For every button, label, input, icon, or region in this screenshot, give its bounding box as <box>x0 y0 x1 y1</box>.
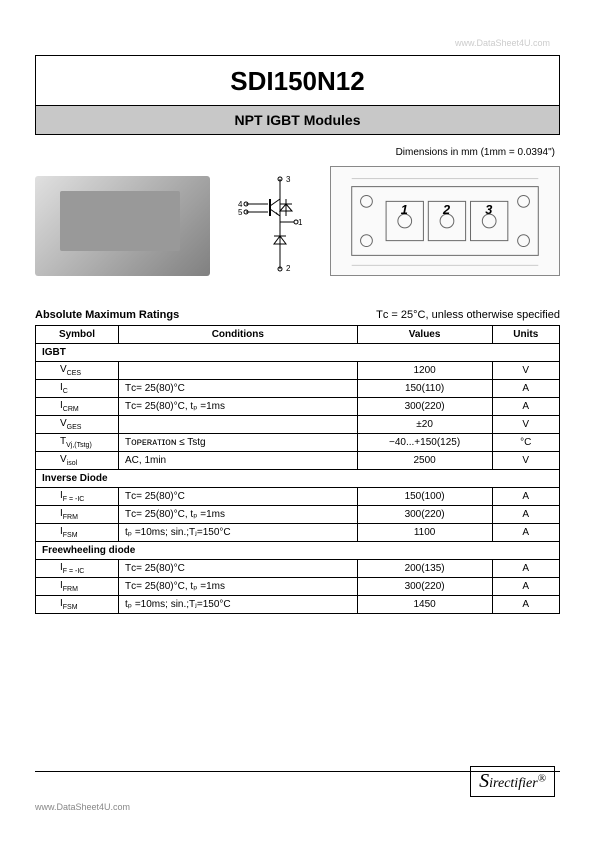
table-row: IF = -ICTᴄ= 25(80)°C150(100)A <box>36 488 560 506</box>
symbol-cell: IFSM <box>36 524 119 542</box>
values-cell: 1450 <box>357 596 492 614</box>
registered-icon: ® <box>538 772 546 784</box>
values-cell: ±20 <box>357 416 492 434</box>
units-cell: A <box>492 524 559 542</box>
conditions-cell: AC, 1min <box>119 452 358 470</box>
symbol-cell: IFRM <box>36 506 119 524</box>
th-values: Values <box>357 326 492 344</box>
symbol-cell: ICRM <box>36 398 119 416</box>
values-cell: −40...+150(125) <box>357 434 492 452</box>
symbol-cell: Visol <box>36 452 119 470</box>
conditions-cell: tₚ =10ms; sin.;Tⱼ=150°C <box>119 596 358 614</box>
circuit-schematic: 3 4 5 1 2 <box>238 174 303 274</box>
units-cell: A <box>492 560 559 578</box>
units-cell: A <box>492 578 559 596</box>
pin-1: 1 <box>298 218 303 227</box>
conditions-cell: Tᴄ= 25(80)°C <box>119 560 358 578</box>
values-cell: 2500 <box>357 452 492 470</box>
section-name: IGBT <box>36 344 560 362</box>
svg-text:2: 2 <box>442 202 450 217</box>
units-cell: V <box>492 416 559 434</box>
ratings-table: Symbol Conditions Values Units IGBTVCES 1… <box>35 325 560 614</box>
values-cell: 200(135) <box>357 560 492 578</box>
ratings-title: Absolute Maximum Ratings <box>35 309 179 321</box>
units-cell: V <box>492 362 559 380</box>
company-logo: Sirectifier® <box>470 766 555 797</box>
pin-3: 3 <box>286 175 291 184</box>
conditions-cell: Tᴄ= 25(80)°C, tₚ =1ms <box>119 578 358 596</box>
values-cell: 1200 <box>357 362 492 380</box>
table-row: VGES ±20V <box>36 416 560 434</box>
section-row: Inverse Diode <box>36 470 560 488</box>
th-units: Units <box>492 326 559 344</box>
table-row: VCES 1200V <box>36 362 560 380</box>
symbol-cell: VGES <box>36 416 119 434</box>
values-cell: 1100 <box>357 524 492 542</box>
symbol-cell: VCES <box>36 362 119 380</box>
values-cell: 300(220) <box>357 506 492 524</box>
product-photo <box>35 176 210 276</box>
table-row: TVj,(Tstg)Tᴏᴘᴇʀᴀᴛɪᴏɴ ≤ Tstg−40...+150(12… <box>36 434 560 452</box>
units-cell: A <box>492 380 559 398</box>
table-row: IFRMTᴄ= 25(80)°C, tₚ =1ms300(220)A <box>36 578 560 596</box>
symbol-cell: TVj,(Tstg) <box>36 434 119 452</box>
values-cell: 300(220) <box>357 398 492 416</box>
table-row: IFSMtₚ =10ms; sin.;Tⱼ=150°C1450A <box>36 596 560 614</box>
ratings-condition-note: Tᴄ = 25°C, unless otherwise specified <box>376 309 560 321</box>
table-row: ICTᴄ= 25(80)°C150(110)A <box>36 380 560 398</box>
title-box: SDI150N12 NPT IGBT Modules <box>35 55 560 135</box>
units-cell: V <box>492 452 559 470</box>
values-cell: 150(100) <box>357 488 492 506</box>
pin-2: 2 <box>286 264 291 273</box>
part-number-title: SDI150N12 <box>36 56 559 105</box>
units-cell: A <box>492 488 559 506</box>
table-row: IF = -ICTᴄ= 25(80)°C200(135)A <box>36 560 560 578</box>
values-cell: 150(110) <box>357 380 492 398</box>
conditions-cell: Tᴄ= 25(80)°C <box>119 488 358 506</box>
th-conditions: Conditions <box>119 326 358 344</box>
logo-rest: irectifier <box>489 776 537 791</box>
svg-text:1: 1 <box>401 202 408 217</box>
conditions-cell: Tᴏᴘᴇʀᴀᴛɪᴏɴ ≤ Tstg <box>119 434 358 452</box>
units-cell: A <box>492 398 559 416</box>
watermark-top: www.DataSheet4U.com <box>455 38 550 48</box>
svg-text:3: 3 <box>485 202 492 217</box>
conditions-cell: Tᴄ= 25(80)°C, tₚ =1ms <box>119 398 358 416</box>
values-cell: 300(220) <box>357 578 492 596</box>
symbol-cell: IF = -IC <box>36 560 119 578</box>
symbol-cell: IFRM <box>36 578 119 596</box>
dimension-drawing: 1 2 3 <box>330 166 560 276</box>
images-row: 3 4 5 1 2 <box>35 166 560 281</box>
units-cell: °C <box>492 434 559 452</box>
ratings-header: Absolute Maximum Ratings Tᴄ = 25°C, unle… <box>35 309 560 321</box>
table-row: IFSMtₚ =10ms; sin.;Tⱼ=150°C1100A <box>36 524 560 542</box>
logo-first-letter: S <box>479 770 489 792</box>
footer-url: www.DataSheet4U.com <box>35 802 130 812</box>
dimensions-label: Dimensions in mm (1mm = 0.0394") <box>35 147 555 158</box>
subtitle: NPT IGBT Modules <box>36 105 559 134</box>
section-row: Freewheeling diode <box>36 542 560 560</box>
conditions-cell <box>119 362 358 380</box>
section-name: Inverse Diode <box>36 470 560 488</box>
table-row: IFRMTᴄ= 25(80)°C, tₚ =1ms300(220)A <box>36 506 560 524</box>
symbol-cell: IC <box>36 380 119 398</box>
conditions-cell: tₚ =10ms; sin.;Tⱼ=150°C <box>119 524 358 542</box>
section-name: Freewheeling diode <box>36 542 560 560</box>
conditions-cell <box>119 416 358 434</box>
symbol-cell: IF = -IC <box>36 488 119 506</box>
table-header-row: Symbol Conditions Values Units <box>36 326 560 344</box>
conditions-cell: Tᴄ= 25(80)°C, tₚ =1ms <box>119 506 358 524</box>
units-cell: A <box>492 506 559 524</box>
symbol-cell: IFSM <box>36 596 119 614</box>
pin-5: 5 <box>238 208 243 217</box>
conditions-cell: Tᴄ= 25(80)°C <box>119 380 358 398</box>
table-row: VisolAC, 1min2500V <box>36 452 560 470</box>
section-row: IGBT <box>36 344 560 362</box>
units-cell: A <box>492 596 559 614</box>
th-symbol: Symbol <box>36 326 119 344</box>
table-row: ICRMTᴄ= 25(80)°C, tₚ =1ms300(220)A <box>36 398 560 416</box>
